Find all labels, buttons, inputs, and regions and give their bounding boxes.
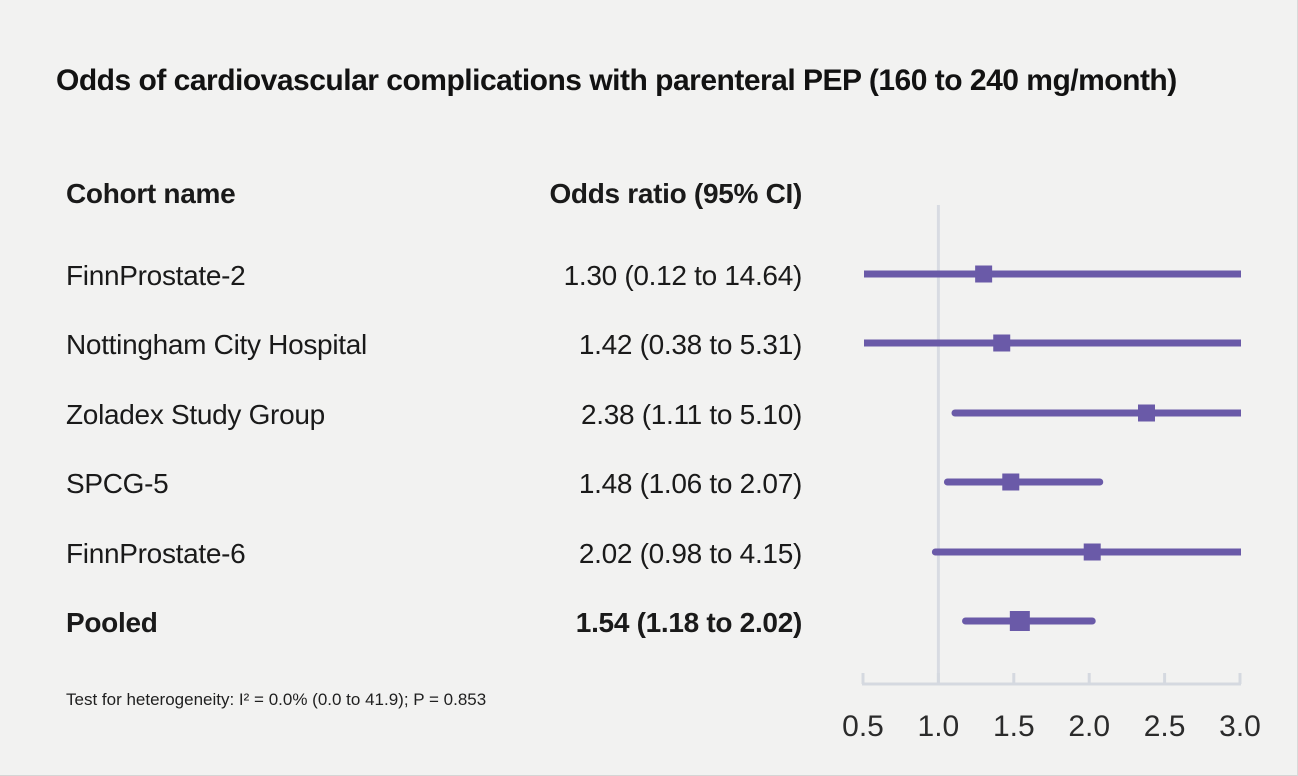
point-estimate-marker [1083,543,1101,561]
cohort-name-column-header: Cohort name [66,178,236,209]
x-axis-tick-label: 0.5 [842,710,884,743]
pooled-estimate-marker [1009,611,1030,631]
odds-ratio-column-header: Odds ratio (95% CI) [549,178,802,209]
ci-cap-right [1088,617,1096,625]
x-axis-tick-label: 2.5 [1144,710,1186,743]
cohort-name: FinnProstate-2 [66,260,246,291]
ci-cap-left [943,478,951,486]
ci-cap-left [962,617,970,625]
table-header: Cohort name Odds ratio (95% CI) [66,177,802,211]
point-estimate-marker [1002,473,1020,491]
ci-cap-left [951,409,959,417]
odds-ratio-value: 2.38 (1.11 to 5.10) [580,399,802,430]
point-estimate-marker [1138,404,1156,422]
cohort-row: FinnProstate-2 1.30 (0.12 to 14.64) [66,260,802,292]
pooled-row: Pooled 1.54 (1.18 to 2.02) [66,607,802,639]
odds-ratio-value: 1.54 (1.18 to 2.02) [575,607,803,638]
cohort-row: Nottingham City Hospital 1.42 (0.38 to 5.… [66,329,802,361]
point-estimate-marker [993,334,1011,352]
ci-cap-right [1096,478,1104,486]
point-estimate-marker [975,265,993,283]
cohort-name: Zoladex Study Group [66,399,325,430]
cohort-row: Zoladex Study Group 2.38 (1.11 to 5.10) [66,399,802,431]
odds-ratio-value: 1.48 (1.06 to 2.07) [578,468,802,499]
cohort-name: Nottingham City Hospital [66,329,367,360]
odds-ratio-value: 2.02 (0.98 to 4.15) [578,538,802,569]
cohort-name: SPCG-5 [66,468,169,499]
x-axis-tick-label: 2.0 [1068,710,1110,743]
x-axis-tick-label: 3.0 [1219,710,1261,743]
x-axis-tick-label: 1.0 [918,710,960,743]
heterogeneity-note: Test for heterogeneity: I² = 0.0% (0.0 t… [66,690,487,709]
ci-cap-left [931,548,939,556]
odds-ratio-value: 1.42 (0.38 to 5.31) [578,329,802,360]
cohort-name: FinnProstate-6 [66,538,246,569]
cohort-row: FinnProstate-6 2.02 (0.98 to 4.15) [66,538,802,570]
x-axis-tick-label: 1.5 [993,710,1035,743]
cohort-row: SPCG-5 1.48 (1.06 to 2.07) [66,468,802,500]
figure-title: Odds of cardiovascular complications wit… [56,64,1177,97]
odds-ratio-value: 1.30 (0.12 to 14.64) [563,260,803,291]
cohort-name: Pooled [66,607,158,638]
